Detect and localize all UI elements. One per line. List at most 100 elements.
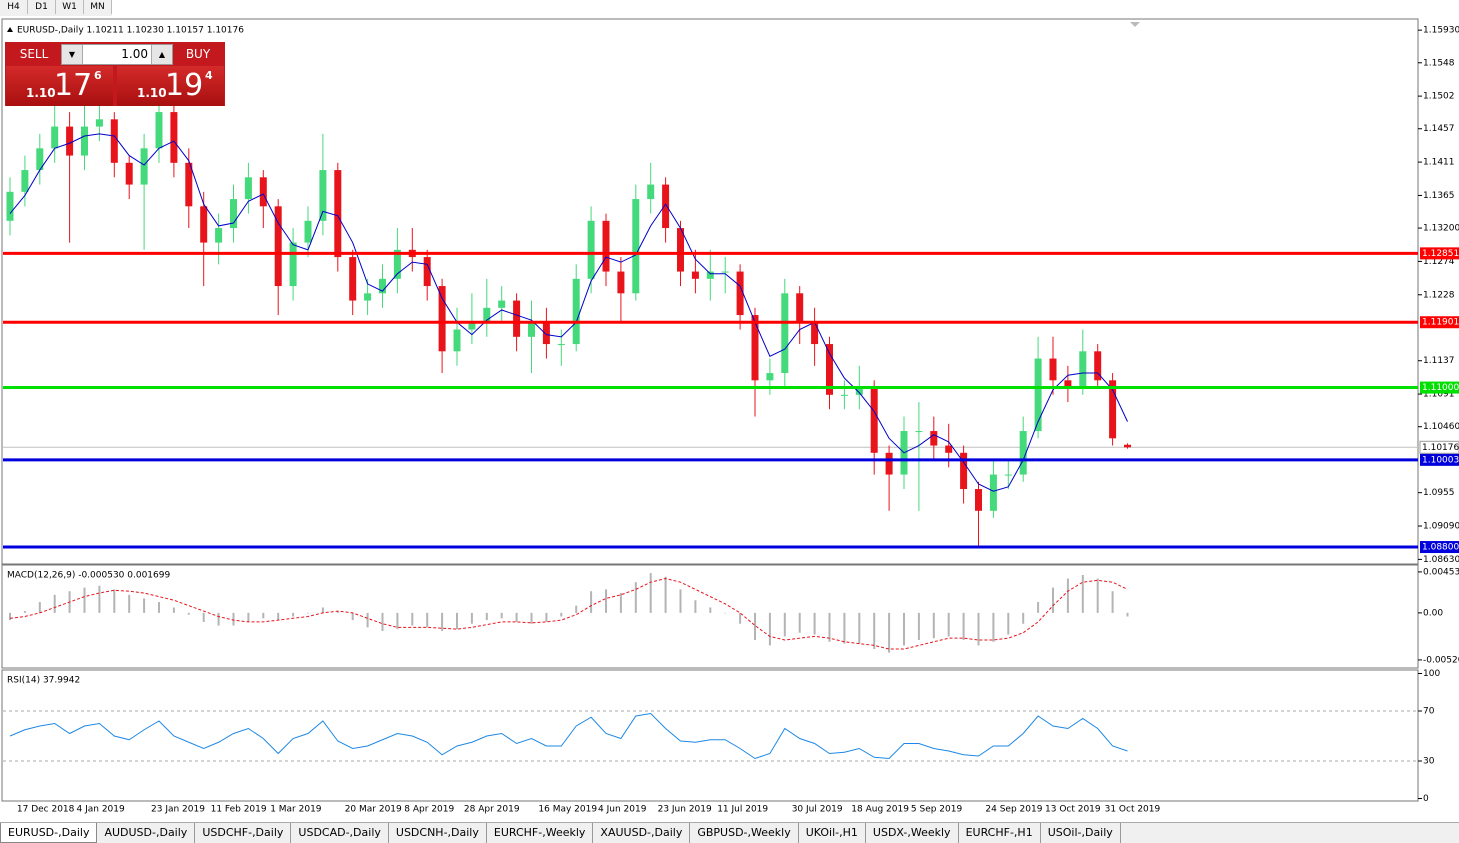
candle-body [319, 170, 327, 221]
lot-value[interactable]: 1.00 [121, 47, 148, 61]
macd-bar [917, 612, 920, 640]
level-label: 1.12851 [1422, 249, 1459, 259]
y-tick-label: 1.0955 [1423, 488, 1455, 498]
buy-price[interactable]: 1.10 19 4 [117, 66, 224, 106]
y-tick-label: -0.005208 [1423, 655, 1459, 665]
timeframe-button[interactable]: D1 [28, 0, 56, 14]
main-frame [1, 18, 1419, 565]
level-label: 1.08800 [1422, 543, 1459, 553]
candle-body [244, 177, 252, 200]
x-tick-label: 11 Jul 2019 [717, 805, 768, 815]
macd-bar [1066, 578, 1069, 613]
chart-tab[interactable]: EURUSD-,Daily [0, 823, 98, 843]
macd-bar [187, 612, 190, 615]
candle-body [751, 315, 759, 381]
macd-bar [247, 612, 250, 622]
chart-tab[interactable]: USDCAD-,Daily [291, 823, 389, 843]
buy-button[interactable]: BUY [185, 47, 211, 61]
candle-body [885, 452, 893, 475]
lot-up[interactable]: ▲ [151, 45, 172, 64]
macd-bar [813, 612, 816, 635]
candle-body [1094, 351, 1102, 381]
macd-bar [351, 612, 354, 621]
candle-body [677, 228, 684, 272]
macd-bar [560, 612, 563, 617]
x-tick-label: 17 Dec 2018 [17, 805, 75, 815]
macd-bar [977, 612, 980, 646]
timeframe-button[interactable]: MN [84, 0, 112, 14]
candle-body [915, 431, 923, 433]
shift-marker [1130, 22, 1140, 27]
x-tick-label: 23 Jun 2019 [658, 805, 712, 815]
panel-title: RSI(14) 37.9942 [7, 676, 80, 686]
candle-body [36, 148, 44, 171]
macd-signal [9, 578, 1128, 650]
y-tick-label: 1.09090 [1423, 522, 1459, 532]
x-tick-label: 23 Jan 2019 [151, 805, 205, 815]
macd-bar [277, 612, 280, 621]
sell-price[interactable]: 1.10 17 6 [6, 66, 113, 106]
x-tick-label: 18 Aug 2019 [851, 805, 909, 815]
candle-body [185, 162, 193, 207]
chart-tab[interactable]: UKOil-,H1 [799, 823, 866, 843]
timeframe-button[interactable]: W1 [56, 0, 84, 14]
macd-bar [336, 611, 339, 613]
macd-bar [619, 593, 622, 613]
timeframe-button[interactable]: H4 [0, 0, 28, 14]
macd-bar [158, 602, 160, 613]
candle-body [215, 228, 223, 243]
chart-tab[interactable]: USDX-,Weekly [866, 823, 959, 843]
candle-body [855, 387, 863, 395]
candle-body [1109, 380, 1117, 439]
candle-body [274, 206, 282, 287]
candle-body [125, 162, 133, 185]
macd-bar [888, 612, 891, 653]
macd-bar [53, 594, 56, 613]
lot-box[interactable]: ▼ 1.00 ▲ [61, 44, 173, 65]
candle-body [811, 322, 819, 345]
candle-body [140, 148, 148, 185]
candle-body [200, 206, 208, 243]
macd-bar [575, 605, 578, 613]
lot-down[interactable]: ▼ [62, 45, 83, 64]
chart-tab[interactable]: USOil-,Daily [1041, 823, 1121, 843]
candle-body [870, 387, 878, 453]
y-tick-label: 1.1274 [1423, 257, 1455, 267]
rsi-line [9, 712, 1128, 760]
macd-bar [903, 612, 905, 646]
macd-bar [649, 573, 652, 613]
sell-price-fraction: 6 [94, 69, 102, 82]
level-label: 1.11000 [1422, 383, 1459, 393]
chart-tab[interactable]: USDCNH-,Daily [389, 823, 487, 843]
macd-bar [605, 589, 607, 613]
y-tick-label: 1.10460 [1423, 422, 1459, 432]
chart-tab[interactable]: XAUUSD-,Daily [593, 823, 691, 843]
macd-bar [321, 607, 324, 613]
x-tick-label: 4 Jan 2019 [77, 805, 125, 815]
candle-body [721, 271, 729, 273]
macd-bar [113, 589, 116, 613]
macd-bar [992, 612, 995, 642]
candle-body [379, 278, 386, 294]
macd-bar [694, 600, 697, 613]
y-tick-label: 1.1411 [1423, 158, 1455, 168]
chart-tab[interactable]: USDCHF-,Daily [195, 823, 292, 843]
chart-tab[interactable]: GBPUSD-,Weekly [690, 823, 799, 843]
sell-button[interactable]: SELL [19, 47, 49, 61]
candle-body [1124, 444, 1131, 448]
candle-body [304, 220, 312, 243]
macd-bar [307, 612, 309, 614]
candle-body [453, 329, 461, 352]
timeframe-toolbar: H4 D1 W1 MN [0, 0, 112, 16]
macd-bar [873, 612, 876, 650]
chart-tab[interactable]: AUDUSD-,Daily [97, 823, 196, 843]
level-label: 1.11901 [1422, 318, 1459, 328]
candle-body [1064, 380, 1072, 388]
chart-tab[interactable]: EURCHF-,H1 [959, 823, 1041, 843]
macd-bar [396, 612, 399, 630]
candle-body [1034, 358, 1042, 432]
level-label-box [1420, 541, 1459, 554]
chart-tab[interactable]: EURCHF-,Weekly [487, 823, 594, 843]
macd-bar [545, 612, 548, 622]
